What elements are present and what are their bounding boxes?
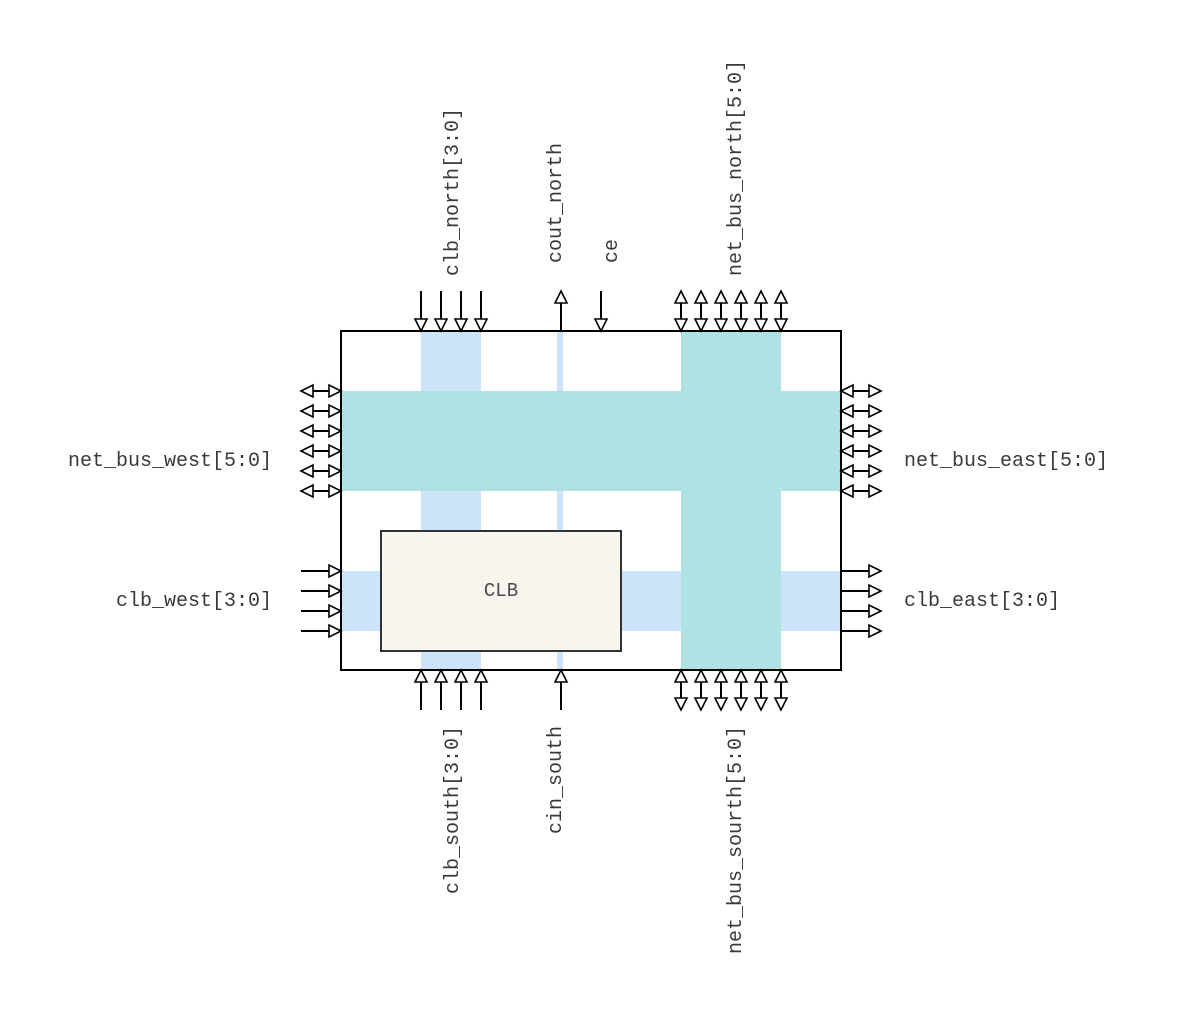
clb_north-arrow-0 [413, 291, 429, 333]
clb_east-arrow-0 [841, 563, 883, 579]
net_bus_north-arrow-3 [733, 289, 749, 333]
net-bus-east-label: net_bus_east[5:0] [904, 450, 1108, 473]
clb_south-arrow-0 [413, 668, 429, 710]
net_bus_east-arrow-3 [839, 443, 883, 459]
net_bus_south-arrow-2 [713, 668, 729, 712]
cin-south-label: cin_south [545, 726, 568, 834]
net_bus_west-arrow-3 [299, 443, 343, 459]
net_bus_south-arrow-4 [753, 668, 769, 712]
clb_east-arrow-3 [841, 623, 883, 639]
clb_south-arrow-2 [453, 668, 469, 710]
clb_north-arrow-1 [433, 291, 449, 333]
net_bus_east-arrow-2 [839, 423, 883, 439]
net_bus_west-arrow-4 [299, 463, 343, 479]
net_bus_south-arrow-0 [673, 668, 689, 712]
clb-east-label: clb_east[3:0] [904, 590, 1060, 613]
clb_south-arrow-3 [473, 668, 489, 710]
clb_north-arrow-2 [453, 291, 469, 333]
net_bus_west-arrow-1 [299, 403, 343, 419]
net_bus_south-arrow-1 [693, 668, 709, 712]
net_bus_west-arrow-5 [299, 483, 343, 499]
clb-box [380, 530, 622, 652]
net_bus_north-arrow-1 [693, 289, 709, 333]
net-bus-north-south-channel [681, 331, 781, 670]
net_bus_east-arrow-4 [839, 463, 883, 479]
net_bus_east-arrow-5 [839, 483, 883, 499]
net_bus_north-arrow-5 [773, 289, 789, 333]
net_bus_north-arrow-0 [673, 289, 689, 333]
net-bus-west-label: net_bus_west[5:0] [68, 450, 272, 473]
net_bus_east-arrow-1 [839, 403, 883, 419]
clb-block[interactable]: CLB [380, 530, 622, 652]
clb-north-label: clb_north[3:0] [442, 108, 465, 276]
clb_west-arrow-2 [301, 603, 343, 619]
carry-chain-channel [557, 331, 563, 670]
clb-south-label: clb_south[3:0] [442, 726, 465, 894]
net-bus-north-label: net_bus_north[5:0] [725, 60, 748, 276]
clb_west-arrow-3 [301, 623, 343, 639]
net_bus_south-arrow-3 [733, 668, 749, 712]
cout_north-arrow-0 [553, 289, 569, 331]
tile-outline [340, 330, 842, 671]
net_bus_north-arrow-4 [753, 289, 769, 333]
cin_south-arrow-0 [553, 668, 569, 710]
net_bus_west-arrow-0 [299, 383, 343, 399]
ce-arrow-0 [593, 291, 609, 333]
port-arrows [299, 289, 883, 712]
clb-label: CLB [484, 580, 518, 602]
cout-north-label: cout_north [545, 143, 568, 263]
net_bus_north-arrow-2 [713, 289, 729, 333]
clb_north-arrow-3 [473, 291, 489, 333]
clb_east-arrow-2 [841, 603, 883, 619]
clb_east-arrow-1 [841, 583, 883, 599]
net_bus_east-arrow-0 [839, 383, 883, 399]
net_bus_west-arrow-2 [299, 423, 343, 439]
port-labels: clb_north[3:0] cout_north ce net_bus_nor… [68, 60, 1108, 954]
clb_west-arrow-1 [301, 583, 343, 599]
clb-west-label: clb_west[3:0] [116, 590, 272, 613]
net-bus-south-label: net_bus_sourth[5:0] [725, 726, 748, 954]
net_bus_south-arrow-5 [773, 668, 789, 712]
clb_west-arrow-0 [301, 563, 343, 579]
ce-label: ce [601, 239, 624, 263]
clb_south-arrow-1 [433, 668, 449, 710]
